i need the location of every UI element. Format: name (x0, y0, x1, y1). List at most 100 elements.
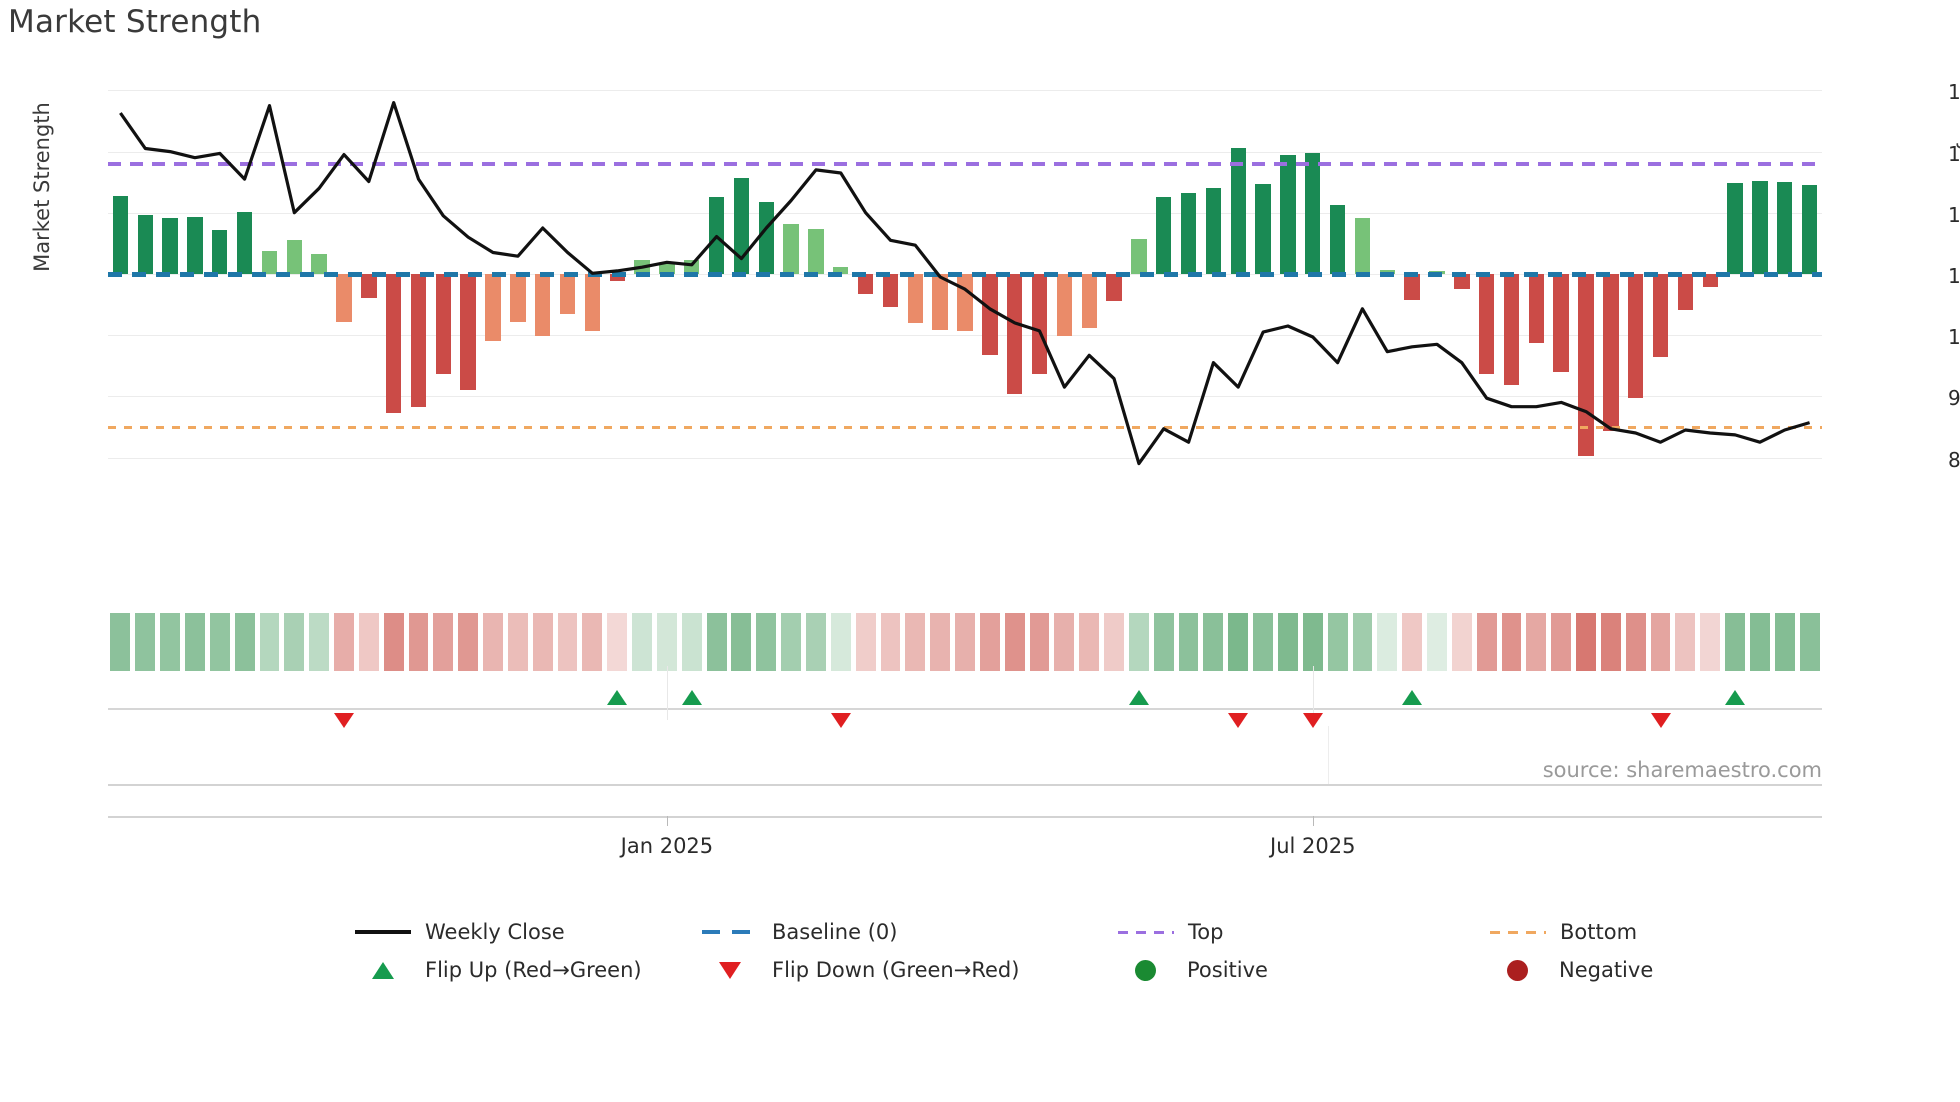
heatmap-cell (507, 613, 528, 671)
flip-axis-line (108, 708, 1822, 710)
legend-line-black-icon (355, 930, 411, 934)
strength-bar (1280, 155, 1296, 274)
heatmap-cell (930, 613, 951, 671)
flip-up-marker (1128, 690, 1149, 705)
flip-down-marker (1302, 713, 1323, 728)
flip-down-marker (333, 713, 354, 728)
heatmap-cell (1128, 613, 1149, 671)
strength-bar (1478, 273, 1495, 374)
heatmap-cell (135, 613, 156, 671)
legend-dot-green-icon (1135, 959, 1156, 981)
heatmap-cell (1725, 613, 1745, 671)
strength-bar (932, 273, 948, 331)
y-axis-right-tick: 110.00 (1948, 264, 1960, 288)
strength-bar (1702, 273, 1718, 287)
heatmap-cell (781, 613, 802, 671)
heatmap-cell (607, 613, 628, 671)
strength-bar (162, 217, 178, 274)
legend-label: Top (1188, 920, 1224, 944)
strength-bar (1056, 273, 1073, 337)
y-axis-right-tick: 90.00 (1948, 386, 1960, 411)
heatmap-cell (408, 613, 429, 671)
strength-bar (559, 273, 576, 315)
legend-label: Positive (1187, 958, 1268, 982)
heatmap-cell (1501, 613, 1522, 671)
strength-bar (1230, 148, 1246, 274)
heatmap-cell (1253, 613, 1273, 671)
strength-bar (435, 273, 452, 374)
legend-label: Baseline (0) (772, 920, 898, 944)
heatmap-cell (731, 613, 752, 671)
legend-label: Flip Up (Red→Green) (425, 958, 642, 982)
bottom-reference-line (108, 425, 1822, 429)
legend-item[interactable]: Positive (1118, 958, 1268, 982)
heatmap-cell (185, 613, 205, 671)
flip-markers-panel (108, 666, 1822, 736)
strength-bar (336, 273, 352, 322)
heatmap-cell (1774, 613, 1795, 671)
heatmap-cell (358, 613, 379, 671)
strength-bar (112, 195, 129, 274)
strength-bar (1528, 273, 1545, 344)
heatmap-cell (830, 613, 851, 671)
legend-item[interactable]: Baseline (0) (702, 920, 897, 944)
strength-bar (733, 177, 750, 274)
page-title: Market Strength (8, 4, 262, 40)
heatmap-cell (209, 613, 230, 671)
legend-triangle-down-red-icon (719, 961, 741, 979)
strength-bar (1727, 182, 1743, 274)
gridline (108, 396, 1822, 398)
strength-bar (1205, 187, 1222, 274)
legend-item[interactable]: Flip Up (Red→Green) (355, 958, 642, 982)
heatmap-cell (1228, 613, 1249, 671)
gridline (108, 90, 1822, 92)
legend-dot-red-icon (1507, 959, 1528, 981)
source-panel: source: sharemaestro.com (108, 726, 1822, 800)
strength-bar (1081, 273, 1097, 328)
x-axis-panel: Jan 2025 Jul 2025 (108, 816, 1822, 886)
legend-item[interactable]: Weekly Close (355, 920, 565, 944)
heatmap-cell (1203, 613, 1224, 671)
y-axis-right-tick: 130.00 (1948, 141, 1960, 166)
heatmap-cell (1352, 613, 1373, 671)
heatmap-cell (458, 613, 479, 671)
strength-bar (1180, 193, 1197, 274)
heatmap-cell (1029, 613, 1050, 671)
legend-label: Bottom (1560, 920, 1638, 944)
legend-dash-purple-icon (1118, 930, 1174, 934)
heatmap-cell (309, 613, 330, 671)
strength-bar (659, 264, 675, 274)
heatmap-cell (1576, 613, 1596, 671)
heatmap-cell (259, 613, 280, 671)
heatmap-cell (1377, 613, 1398, 671)
legend-item[interactable]: Flip Down (Green→Red) (702, 958, 1019, 982)
legend-item[interactable]: Top (1118, 920, 1223, 944)
heatmap-cell (1600, 613, 1621, 671)
strength-bar (385, 273, 402, 414)
strength-heatmap-strip (108, 613, 1822, 671)
heatmap-cell (1700, 613, 1721, 671)
strength-bar (1652, 273, 1669, 358)
strength-bar (286, 240, 302, 274)
flip-up-marker (1725, 690, 1746, 705)
strength-bar (982, 273, 998, 356)
heatmap-cell (1327, 613, 1348, 671)
heatmap-cell (806, 613, 826, 671)
flip-panel-gridline (1312, 666, 1314, 720)
strength-bar (510, 273, 526, 322)
legend-item[interactable]: Negative (1490, 958, 1653, 982)
heatmap-cell (1153, 613, 1174, 671)
strength-bar (1752, 180, 1768, 274)
strength-bar (1503, 273, 1520, 386)
heatmap-cell (979, 613, 1000, 671)
strength-bar (1801, 185, 1818, 274)
heatmap-cell (1178, 613, 1199, 671)
heatmap-cell (582, 613, 603, 671)
heatmap-cell (1675, 613, 1696, 671)
flip-down-marker (830, 713, 851, 728)
flip-panel-gridline (666, 666, 668, 720)
heatmap-cell (1079, 613, 1100, 671)
heatmap-cell (284, 613, 305, 671)
legend-item[interactable]: Bottom (1490, 920, 1637, 944)
